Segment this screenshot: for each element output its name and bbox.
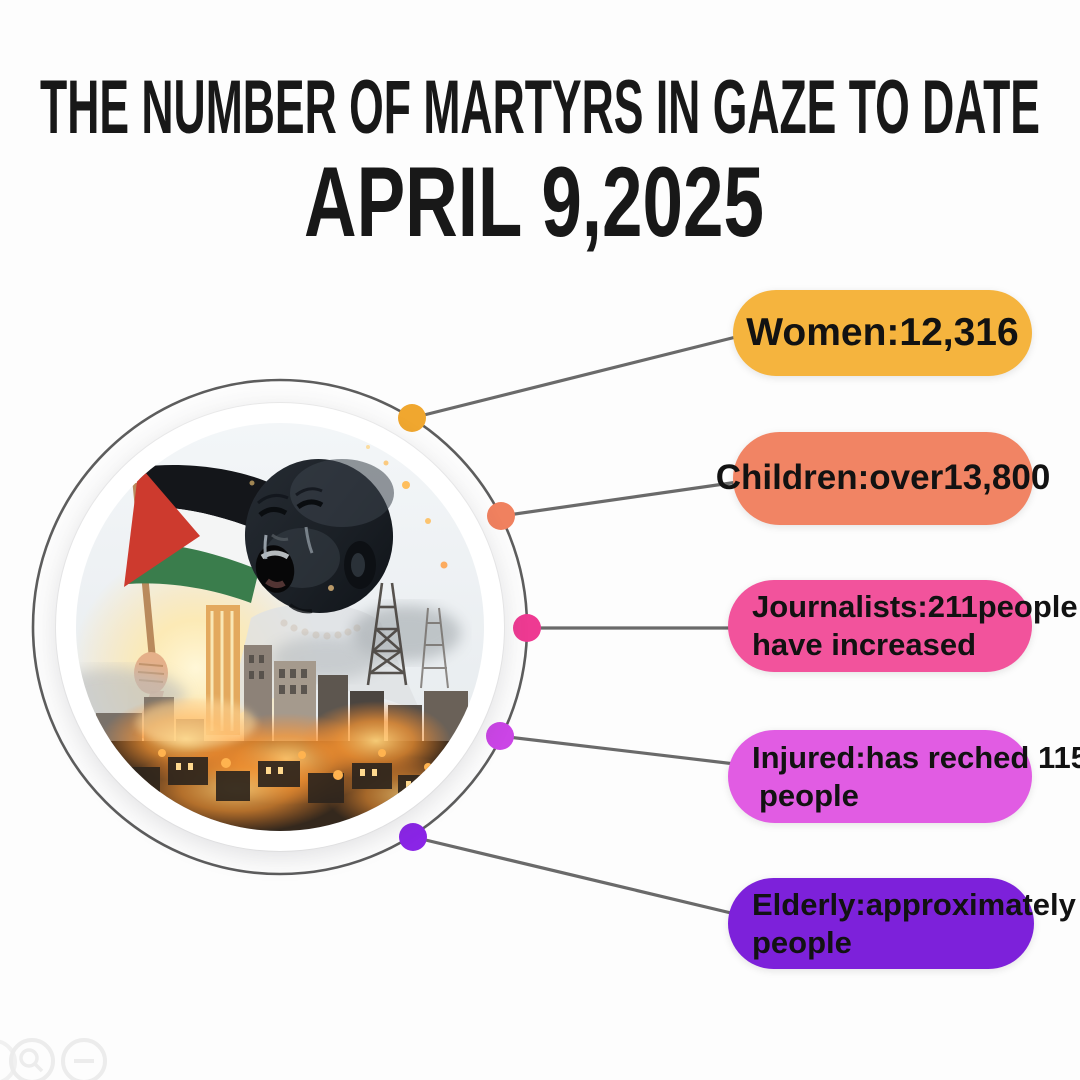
connector-line-injured [499,734,753,768]
dot-children [487,502,515,530]
stat-pill-women: Women:12,316 [733,290,1032,376]
center-photo [76,423,484,831]
ember-sparks [249,445,448,591]
watermark-icons [0,1038,107,1080]
stat-pill-journalists: Journalists:211people have increased [728,580,1078,672]
stat-pill-children: Children:over13,800 [716,432,1050,525]
stat-label: Injured:has reched 115,338 [752,739,1080,775]
stat-label: people [752,924,852,960]
connector-line-children [500,478,753,518]
crying-child-illustration [244,459,394,614]
connector-line-elderly [412,835,753,920]
zoom-in-icon [9,1038,55,1080]
dot-women [398,404,426,432]
connector-line-women [411,331,753,420]
dot-injured [486,722,514,750]
page-title: THE NUMBER OF MARTYRS IN GAZE TO DATE [40,65,1040,150]
stat-label: people [759,777,859,813]
zoom-out-icon [61,1038,107,1080]
date-subtitle: APRIL 9,2025 [304,146,764,257]
dot-journalists [513,614,541,642]
stat-label: Children:over13,800 [715,458,1051,498]
dot-elderly [399,823,427,851]
stat-label: Women:12,316 [746,311,1019,355]
stat-pill-injured: Injured:has reched 115,338 people [728,730,1080,823]
stat-pill-elderly: Elderly:approximately 500 people [728,878,1080,969]
stat-label: have increased [752,627,977,662]
connector-lines [411,331,753,920]
partial-circle-icon [0,1039,17,1080]
stat-label: Elderly:approximately 500 [752,886,1080,922]
title-block: THE NUMBER OF MARTYRS IN GAZE TO DATE AP… [40,65,1040,257]
stat-label: Journalists:211people [752,589,1078,625]
